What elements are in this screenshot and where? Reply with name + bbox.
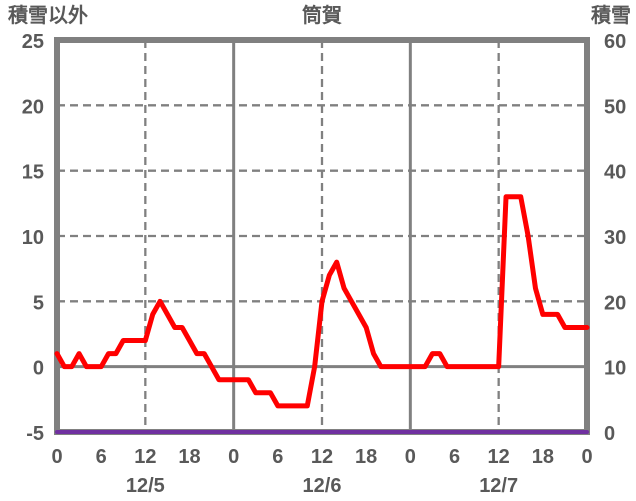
- x-hour-tick-label: 0: [581, 446, 592, 468]
- x-hour-tick-label: 0: [405, 446, 416, 468]
- left-y-tick-label: -5: [26, 423, 44, 445]
- left-y-tick-label: 5: [33, 292, 44, 314]
- x-hour-tick-label: 6: [449, 446, 460, 468]
- right-y-tick-label: 0: [604, 423, 615, 445]
- x-hour-tick-label: 0: [51, 446, 62, 468]
- left-y-tick-label: 25: [22, 31, 44, 53]
- x-hour-tick-label: 12: [311, 446, 333, 468]
- x-hour-tick-label: 18: [355, 446, 377, 468]
- x-hour-tick-label: 6: [272, 446, 283, 468]
- right-y-tick-label: 20: [604, 292, 626, 314]
- left-y-tick-label: 20: [22, 96, 44, 118]
- right-axis-title: 積雪: [591, 5, 631, 27]
- x-date-label: 12/7: [479, 475, 518, 497]
- x-hour-tick-label: 18: [178, 446, 200, 468]
- left-axis-title: 積雪以外: [8, 5, 88, 27]
- x-hour-tick-label: 12: [134, 446, 156, 468]
- chart-title: 筒賀: [302, 5, 342, 27]
- right-y-tick-label: 40: [604, 162, 626, 184]
- right-y-tick-label: 30: [604, 227, 626, 249]
- left-y-tick-label: 10: [22, 227, 44, 249]
- x-date-label: 12/6: [303, 475, 342, 497]
- left-y-tick-label: 0: [33, 358, 44, 380]
- x-hour-tick-label: 12: [488, 446, 510, 468]
- left-y-tick-label: 15: [22, 162, 44, 184]
- right-y-tick-label: 60: [604, 31, 626, 53]
- x-hour-tick-label: 0: [228, 446, 239, 468]
- x-hour-tick-label: 18: [532, 446, 554, 468]
- x-hour-tick-label: 6: [96, 446, 107, 468]
- series-line-non-snow: [54, 194, 590, 409]
- x-date-label: 12/5: [126, 475, 165, 497]
- right-y-tick-label: 10: [604, 358, 626, 380]
- right-y-tick-label: 50: [604, 96, 626, 118]
